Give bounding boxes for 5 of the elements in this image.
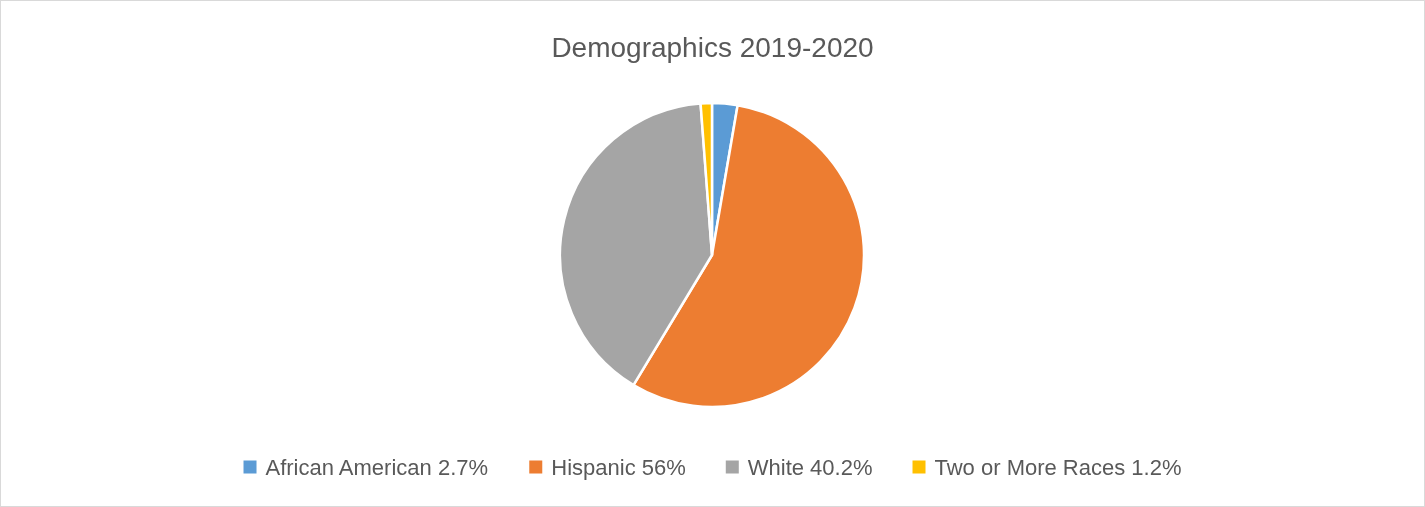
chart-title: Demographics 2019-2020: [551, 31, 874, 63]
legend-label: African American 2.7%: [265, 454, 489, 480]
legend-label: Hispanic 56%: [551, 454, 686, 480]
legend-label: White 40.2%: [747, 454, 873, 480]
legend-label: Two or More Races 1.2%: [934, 454, 1182, 480]
